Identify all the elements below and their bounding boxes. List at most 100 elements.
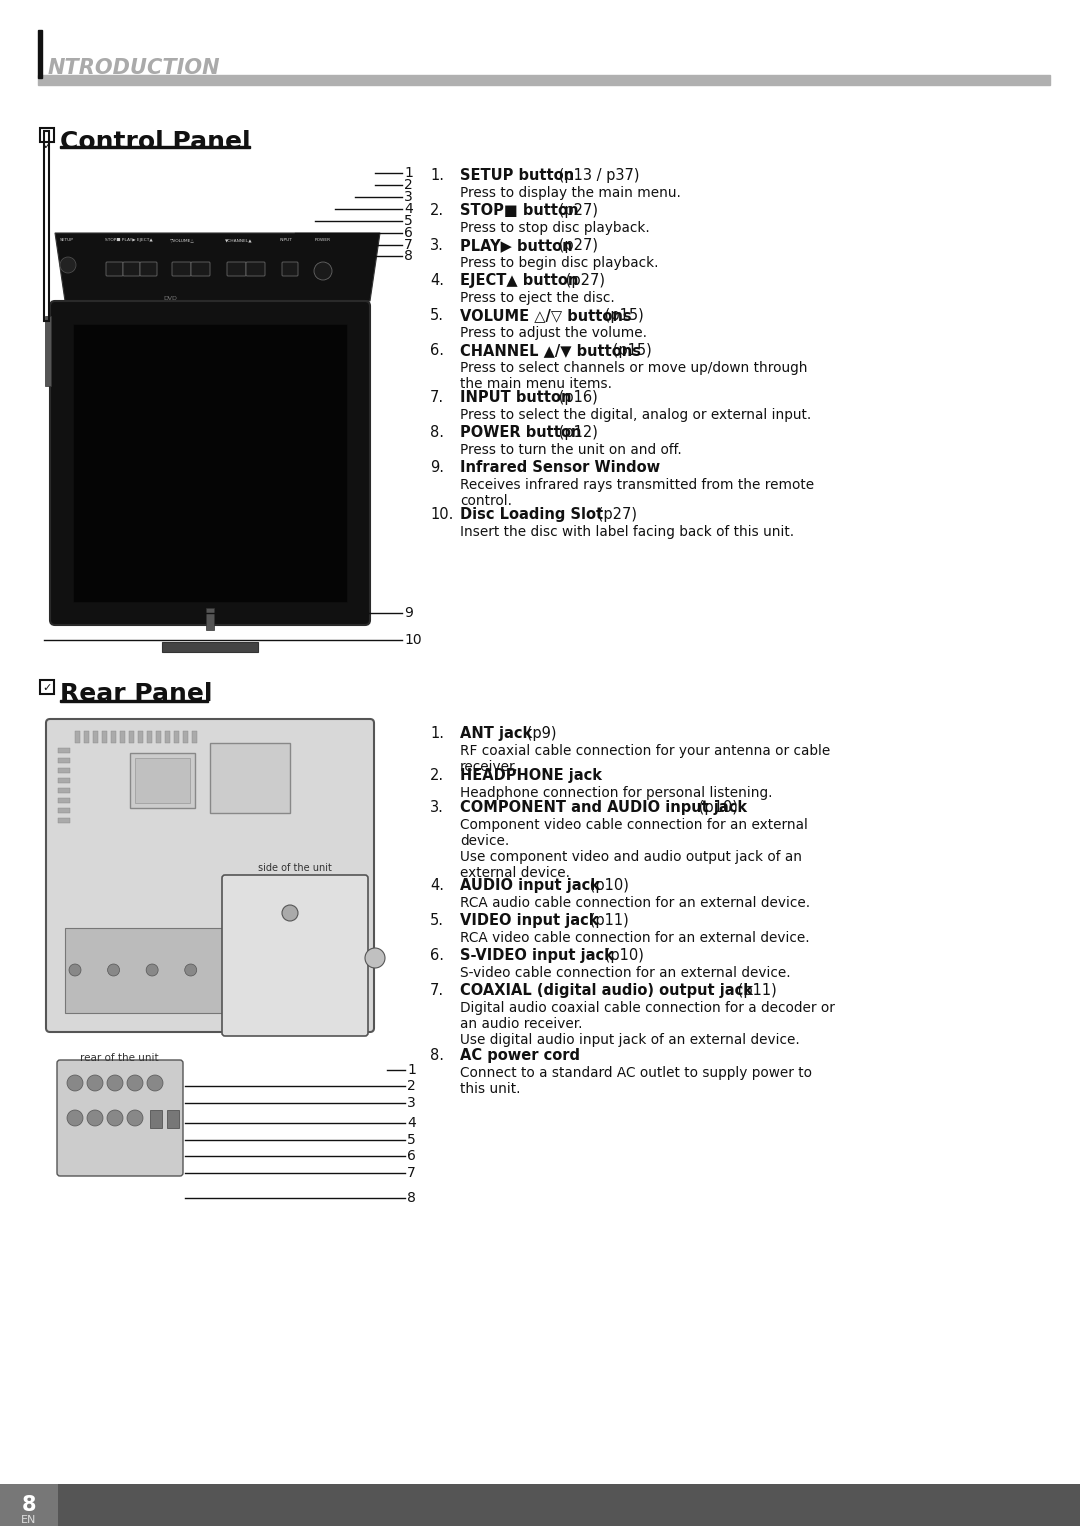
Text: 7.: 7. (430, 391, 444, 404)
Text: 3: 3 (404, 191, 413, 204)
Text: SETUP button: SETUP button (460, 168, 575, 183)
Text: POWER: POWER (315, 238, 332, 243)
FancyBboxPatch shape (222, 874, 368, 1036)
Bar (111, 731, 116, 743)
Text: (p27): (p27) (554, 203, 597, 218)
Circle shape (87, 1074, 103, 1091)
Circle shape (107, 1109, 123, 1126)
Text: 3: 3 (407, 1096, 416, 1109)
FancyBboxPatch shape (191, 262, 210, 276)
Text: VIDEO input jack: VIDEO input jack (460, 913, 598, 928)
Text: an audio receiver.: an audio receiver. (460, 1016, 582, 1032)
Text: 3.: 3. (430, 238, 444, 253)
Text: STOP■ button: STOP■ button (460, 203, 579, 218)
Text: Press to select channels or move up/down through: Press to select channels or move up/down… (460, 362, 808, 375)
Text: 1.: 1. (430, 168, 444, 183)
Text: 10: 10 (404, 633, 421, 647)
Bar (58, 798, 70, 803)
Bar (0, 1483, 58, 1526)
Text: 7: 7 (404, 238, 413, 252)
Bar (210, 743, 291, 813)
Text: Press to display the main menu.: Press to display the main menu. (460, 186, 680, 200)
Text: 10.: 10. (430, 507, 454, 522)
Text: 8.: 8. (430, 1048, 444, 1064)
FancyBboxPatch shape (50, 301, 370, 626)
Circle shape (107, 1074, 123, 1091)
Text: ▽VOLUME△: ▽VOLUME△ (170, 238, 194, 243)
Text: Control Panel: Control Panel (60, 130, 251, 154)
Bar (183, 731, 188, 743)
Text: 5.: 5. (430, 308, 444, 324)
Bar (58, 807, 70, 813)
Bar (38, 31, 42, 78)
Bar (65, 928, 355, 1013)
Bar (130, 752, 195, 807)
Bar (167, 1109, 179, 1128)
Text: Press to turn the unit on and off.: Press to turn the unit on and off. (460, 443, 681, 456)
Text: 6.: 6. (430, 948, 444, 963)
Text: (p15): (p15) (600, 308, 644, 324)
Text: (p11): (p11) (733, 983, 777, 998)
Bar (147, 731, 152, 743)
Text: (p10): (p10) (600, 948, 645, 963)
Circle shape (365, 948, 384, 967)
Text: ANT jack: ANT jack (460, 726, 532, 742)
Bar (93, 731, 98, 743)
Bar (129, 731, 134, 743)
Text: 4: 4 (404, 201, 413, 217)
Text: PLAY▶ button: PLAY▶ button (460, 238, 572, 253)
Bar (73, 324, 347, 601)
Polygon shape (55, 233, 380, 301)
Text: RCA audio cable connection for an external device.: RCA audio cable connection for an extern… (460, 896, 810, 909)
Text: 2.: 2. (430, 768, 444, 783)
Text: RF coaxial cable connection for your antenna or cable: RF coaxial cable connection for your ant… (460, 745, 831, 758)
Text: EJECT▲ button: EJECT▲ button (460, 273, 579, 288)
Text: Disc Loading Slot: Disc Loading Slot (460, 507, 603, 522)
FancyBboxPatch shape (140, 262, 157, 276)
Text: 4: 4 (407, 1116, 416, 1129)
Circle shape (224, 964, 235, 977)
Text: STOP■ PLAY▶ EJECT▲: STOP■ PLAY▶ EJECT▲ (105, 238, 152, 243)
Circle shape (339, 964, 351, 977)
Circle shape (67, 1109, 83, 1126)
Text: Press to eject the disc.: Press to eject the disc. (460, 291, 615, 305)
Bar (60, 700, 208, 702)
Text: (p9): (p9) (523, 726, 557, 742)
Bar (44, 131, 49, 320)
FancyBboxPatch shape (46, 719, 374, 1032)
Text: 5.: 5. (430, 913, 444, 928)
Text: (p27): (p27) (554, 238, 597, 253)
Text: VOLUME △/▽ buttons: VOLUME △/▽ buttons (460, 308, 632, 324)
FancyBboxPatch shape (246, 262, 265, 276)
Text: side of the unit: side of the unit (258, 864, 332, 873)
Text: 6: 6 (407, 1149, 416, 1163)
Bar (162, 642, 258, 652)
Circle shape (127, 1074, 143, 1091)
Text: rear of the unit: rear of the unit (80, 1053, 159, 1064)
Circle shape (108, 964, 120, 977)
Bar (58, 778, 70, 783)
Text: RCA video cable connection for an external device.: RCA video cable connection for an extern… (460, 931, 810, 945)
Circle shape (67, 1074, 83, 1091)
Bar (174, 731, 179, 743)
Text: Press to begin disc playback.: Press to begin disc playback. (460, 256, 659, 270)
Bar (102, 731, 107, 743)
Circle shape (69, 964, 81, 977)
Text: 2: 2 (404, 179, 413, 192)
Circle shape (127, 1109, 143, 1126)
Text: 6: 6 (404, 226, 413, 240)
Text: device.: device. (460, 835, 510, 848)
Circle shape (147, 1074, 163, 1091)
Text: 1.: 1. (430, 726, 444, 742)
Text: ✓: ✓ (42, 684, 52, 693)
Circle shape (185, 964, 197, 977)
Bar (40, 681, 54, 694)
Text: POWER button: POWER button (460, 426, 581, 439)
Bar (84, 731, 89, 743)
Bar (58, 768, 70, 774)
Text: AC power cord: AC power cord (460, 1048, 580, 1064)
Bar (120, 731, 125, 743)
Circle shape (146, 964, 158, 977)
Circle shape (314, 262, 332, 279)
Circle shape (282, 905, 298, 922)
